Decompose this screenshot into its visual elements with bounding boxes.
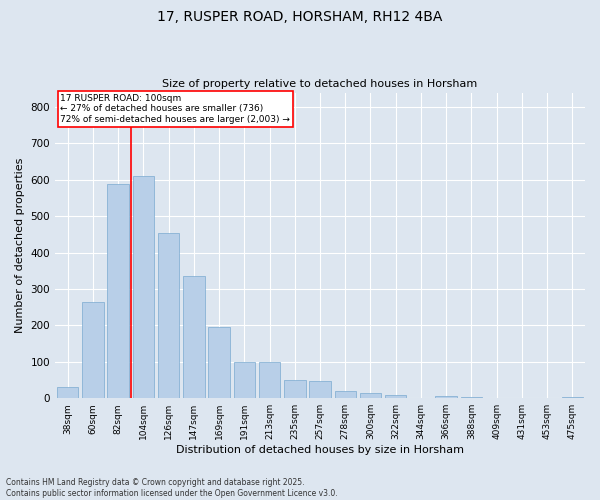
Bar xyxy=(208,328,230,398)
Bar xyxy=(107,184,129,398)
Bar xyxy=(82,302,104,398)
Bar xyxy=(158,232,179,398)
Bar xyxy=(436,396,457,398)
Bar xyxy=(309,380,331,398)
Y-axis label: Number of detached properties: Number of detached properties xyxy=(15,158,25,333)
Bar xyxy=(284,380,305,398)
Bar xyxy=(259,362,280,398)
Text: Contains HM Land Registry data © Crown copyright and database right 2025.
Contai: Contains HM Land Registry data © Crown c… xyxy=(6,478,338,498)
Bar xyxy=(233,362,255,398)
Bar xyxy=(57,388,79,398)
Text: 17 RUSPER ROAD: 100sqm
← 27% of detached houses are smaller (736)
72% of semi-de: 17 RUSPER ROAD: 100sqm ← 27% of detached… xyxy=(61,94,290,124)
Bar xyxy=(360,394,381,398)
Text: 17, RUSPER ROAD, HORSHAM, RH12 4BA: 17, RUSPER ROAD, HORSHAM, RH12 4BA xyxy=(157,10,443,24)
X-axis label: Distribution of detached houses by size in Horsham: Distribution of detached houses by size … xyxy=(176,445,464,455)
Bar xyxy=(385,396,406,398)
Bar xyxy=(183,276,205,398)
Bar xyxy=(562,397,583,398)
Bar xyxy=(335,391,356,398)
Bar xyxy=(133,176,154,398)
Bar xyxy=(461,397,482,398)
Title: Size of property relative to detached houses in Horsham: Size of property relative to detached ho… xyxy=(163,79,478,89)
